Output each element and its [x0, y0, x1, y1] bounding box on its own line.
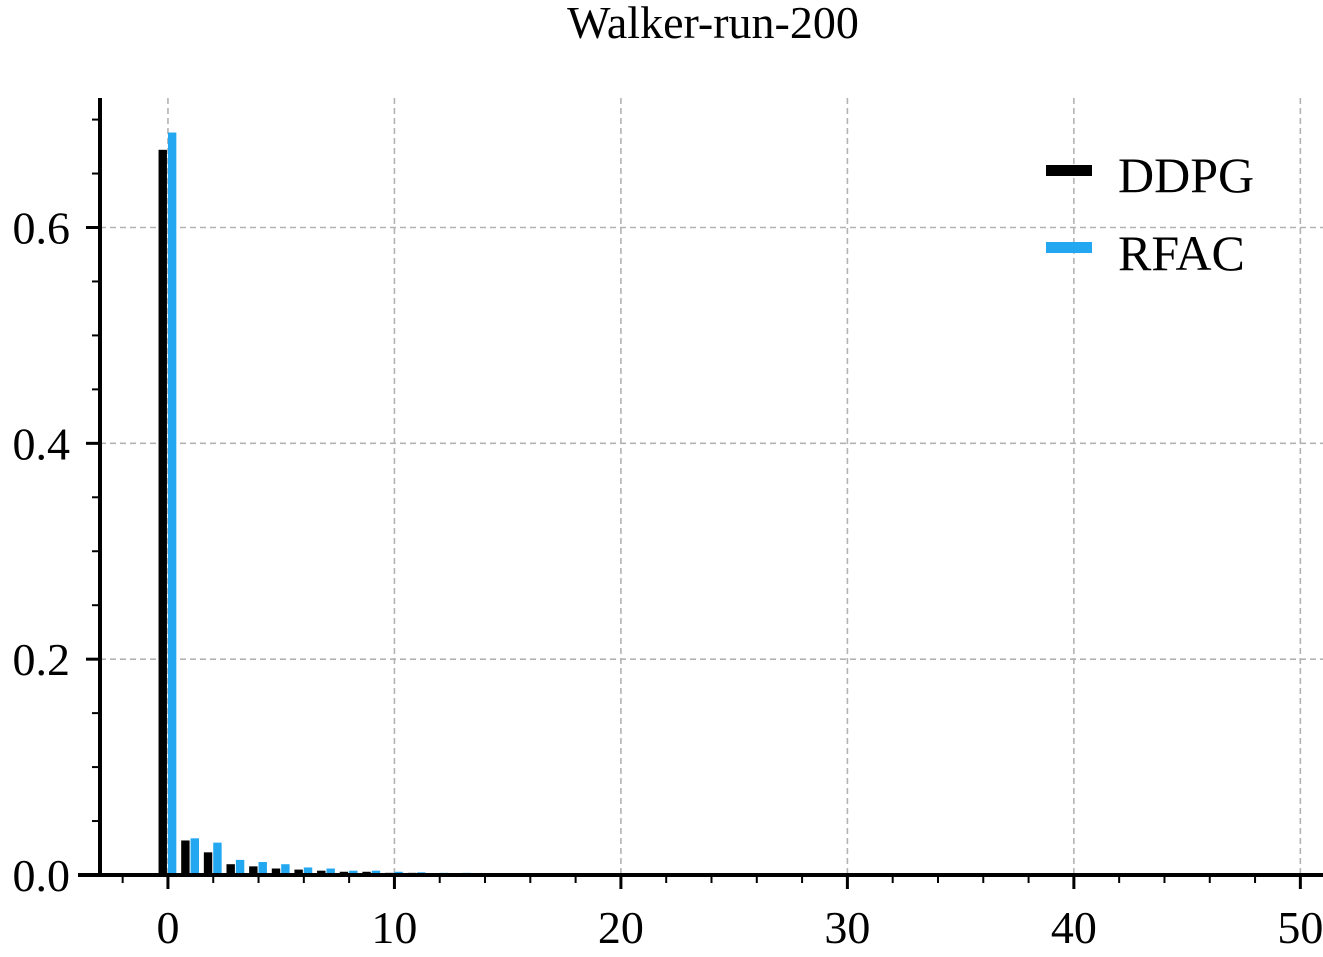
x-tick-label: 20: [598, 902, 644, 953]
bar-ddpg-7: [317, 870, 326, 875]
legend-label-rfac: RFAC: [1118, 225, 1245, 281]
x-tick-label: 0: [156, 902, 179, 953]
bar-rfac-0: [167, 132, 177, 875]
x-tick-label: 30: [824, 902, 870, 953]
bar-ddpg-3: [226, 864, 235, 875]
bars: [158, 132, 720, 876]
bar-ddpg-5: [271, 868, 281, 875]
bar-rfac-6: [303, 867, 313, 875]
bar-ddpg-2: [203, 852, 213, 875]
x-tick-label: 50: [1277, 902, 1323, 953]
legend: DDPG RFAC: [1046, 147, 1254, 281]
bar-rfac-1: [190, 838, 199, 875]
chart-title: Walker-run-200: [567, 0, 859, 48]
bar-rfac-8: [349, 870, 358, 875]
y-tick-label: 0.6: [13, 203, 71, 254]
x-tick-label: 10: [371, 902, 417, 953]
bar-rfac-9: [371, 870, 381, 875]
bar-ddpg-1: [181, 840, 190, 875]
legend-swatch-rfac: [1046, 242, 1092, 253]
grid: [100, 98, 1323, 875]
y-tick-label: 0.0: [13, 850, 71, 901]
bar-rfac-7: [326, 868, 335, 875]
bar-rfac-3: [235, 859, 245, 875]
bar-ddpg-6: [294, 869, 303, 875]
y-tick-label: 0.4: [13, 418, 71, 469]
x-tick-label: 40: [1051, 902, 1097, 953]
ticks: 0 10 20 30 40 50 0.0 0.2 0.4 0.6: [13, 118, 1323, 953]
bar-rfac-2: [213, 842, 222, 876]
legend-swatch-ddpg: [1046, 165, 1092, 176]
bar-ddpg-4: [249, 866, 258, 875]
legend-label-ddpg: DDPG: [1118, 147, 1254, 203]
y-tick-label: 0.2: [13, 634, 71, 685]
bar-ddpg-0: [158, 149, 167, 876]
bar-rfac-4: [258, 862, 267, 875]
bar-rfac-5: [281, 864, 290, 875]
axes: [78, 98, 1323, 877]
